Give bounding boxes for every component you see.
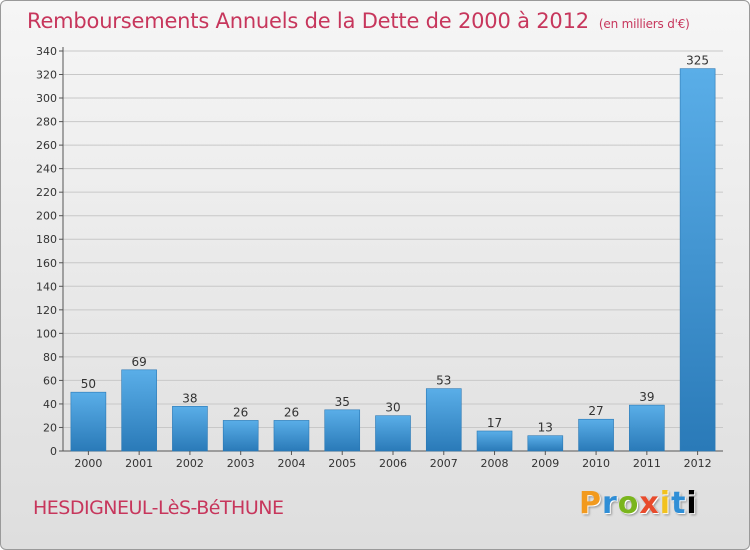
y-tick-label: 0 <box>50 445 57 458</box>
y-tick-label: 40 <box>43 398 57 411</box>
y-tick-label: 80 <box>43 351 57 364</box>
y-tick-label: 140 <box>36 280 57 293</box>
data-label: 30 <box>385 401 400 415</box>
bar <box>222 420 259 452</box>
axes <box>62 47 723 452</box>
logo-letter: o <box>617 486 640 521</box>
y-tick-label: 300 <box>36 92 57 105</box>
bar <box>324 409 361 452</box>
x-tick-label: 2009 <box>531 457 559 470</box>
y-tick-label: 120 <box>36 304 57 317</box>
x-axis-ticks: 2000 2001 2002 2003 2004 2005 2006 2007 2008 2009… <box>74 451 712 470</box>
logo-letter: x <box>639 486 660 521</box>
y-tick-label: 60 <box>43 374 57 387</box>
bar <box>629 404 665 452</box>
bar <box>375 415 411 452</box>
bar <box>476 430 513 452</box>
logo-letter: P <box>579 486 602 521</box>
x-tick-label: 2005 <box>328 457 356 470</box>
data-label: 50 <box>81 377 96 391</box>
logo-letter: r <box>602 486 618 521</box>
chart-title-text: Remboursements Annuels de la Dette de 20… <box>27 9 589 33</box>
y-axis-ticks: 0 20 40 60 80 100 120 140 160 180 200 220 240 260 280 3… <box>36 45 63 458</box>
gridlines <box>63 50 723 428</box>
y-tick-label: 320 <box>36 69 57 82</box>
y-tick-label: 160 <box>36 257 57 270</box>
bar <box>679 68 716 452</box>
data-label: 39 <box>639 390 654 404</box>
chart-title: Remboursements Annuels de la Dette de 20… <box>27 9 690 33</box>
commune-name: HESDIGNEUL-LèS-BéTHUNE <box>33 497 284 519</box>
y-tick-label: 260 <box>36 139 57 152</box>
bar <box>425 388 462 452</box>
logo-letter: t <box>671 486 687 521</box>
x-tick-label: 2010 <box>582 457 610 470</box>
data-label: 26 <box>233 405 248 419</box>
x-tick-label: 2012 <box>684 457 712 470</box>
x-tick-label: 2008 <box>481 457 509 470</box>
bar <box>578 418 614 452</box>
data-label: 13 <box>538 421 553 435</box>
data-label: 17 <box>487 416 502 430</box>
data-label: 35 <box>335 395 350 409</box>
y-tick-label: 20 <box>43 421 57 434</box>
data-label: 69 <box>132 355 147 369</box>
data-label: 26 <box>284 405 299 419</box>
y-tick-label: 220 <box>36 186 57 199</box>
bars <box>70 68 716 452</box>
y-tick-label: 240 <box>36 163 57 176</box>
bar <box>172 405 208 452</box>
x-tick-label: 2004 <box>277 457 305 470</box>
bar <box>273 420 310 452</box>
logo-letter: i <box>686 486 698 521</box>
x-tick-label: 2002 <box>176 457 204 470</box>
data-label: 53 <box>436 374 451 388</box>
y-tick-label: 100 <box>36 327 57 340</box>
x-tick-label: 2000 <box>74 457 102 470</box>
chart-subtitle: (en milliers d'€) <box>598 17 690 31</box>
bar <box>527 435 564 452</box>
logo-letter: i <box>659 486 672 521</box>
y-tick-label: 180 <box>36 233 57 246</box>
bar <box>70 391 107 452</box>
x-tick-label: 2001 <box>125 457 153 470</box>
x-tick-label: 2011 <box>633 457 661 470</box>
data-label: 27 <box>588 404 603 418</box>
data-label: 38 <box>182 391 197 405</box>
x-tick-label: 2003 <box>227 457 255 470</box>
y-tick-label: 280 <box>36 116 57 129</box>
y-tick-label: 340 <box>36 45 57 58</box>
data-label: 325 <box>686 54 709 68</box>
x-tick-label: 2007 <box>430 457 458 470</box>
bar <box>121 369 157 452</box>
proxiti-logo: Proxiti <box>579 486 698 521</box>
data-labels: 50 69 38 26 26 35 30 53 17 13 27 39 325 <box>81 54 709 435</box>
y-tick-label: 200 <box>36 210 57 223</box>
x-tick-label: 2006 <box>379 457 407 470</box>
